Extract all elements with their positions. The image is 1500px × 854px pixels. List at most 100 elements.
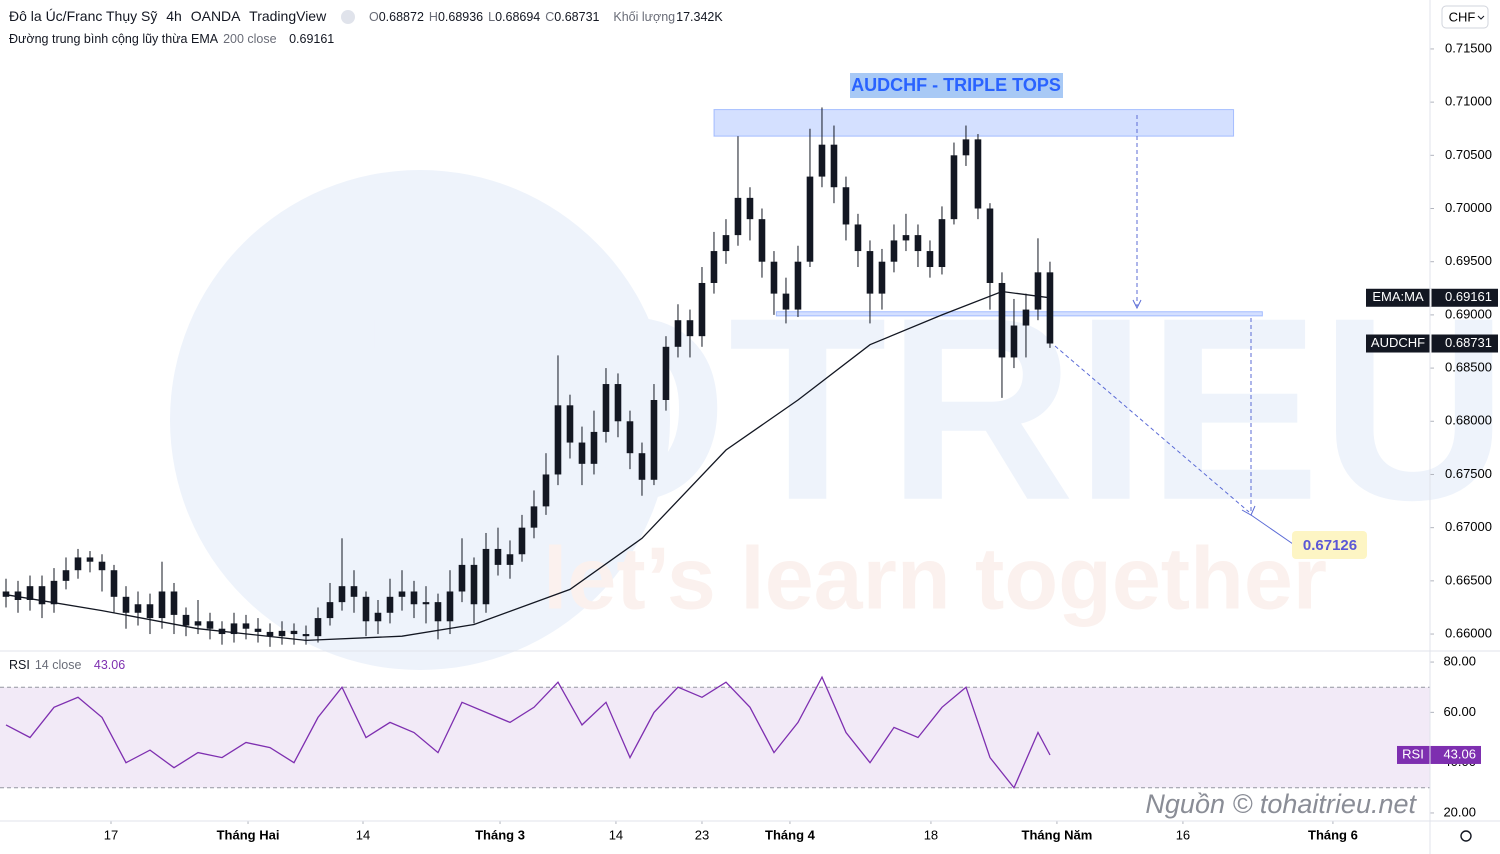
candle-body [266, 631, 274, 637]
candle-body [590, 431, 598, 464]
candle-body [566, 405, 574, 443]
rsi-line [5, 675, 1051, 790]
candle-body [122, 596, 130, 613]
candle-body [734, 197, 742, 236]
ema-line [5, 290, 1051, 642]
candle-body [458, 564, 466, 592]
candle-body [578, 442, 586, 464]
rsi-name: RSI [9, 658, 30, 672]
target-leader [1250, 514, 1294, 545]
ema-value: 0.69161 [289, 32, 335, 46]
ohlc-value: 0.68872 [378, 10, 424, 24]
ohlc-key: O [368, 10, 379, 24]
source-credit: Nguồn © tohaitrieu.net [1145, 789, 1417, 819]
y-tick-label: 0.69500 [1445, 253, 1492, 268]
candle-body [554, 405, 562, 475]
currency-caret[interactable] [1477, 15, 1485, 20]
candle-body [614, 384, 622, 422]
candle-body [902, 235, 910, 241]
candle-body [878, 261, 886, 294]
candle-body [134, 604, 142, 613]
candle-body [926, 251, 934, 268]
symbol-header: Đô la Úc/Franc Thụy Sỹ 4h OANDA TradingV… [9, 8, 728, 25]
candle-body [446, 591, 454, 622]
volume: 17.342K [676, 10, 723, 24]
candle-body [794, 261, 802, 310]
candle-body [650, 400, 658, 480]
chart-title: AUDCHF - TRIPLE TOPS [851, 75, 1061, 95]
y-tick-label: 0.69000 [1445, 306, 1492, 321]
x-tick-label: Tháng 3 [475, 827, 525, 842]
candle-body [830, 144, 838, 188]
ema-tag-name: EMA:MA [1372, 289, 1424, 304]
candle-body [866, 251, 874, 294]
target-path [1054, 345, 1250, 513]
candle-body [410, 591, 418, 605]
candle-body [770, 261, 778, 294]
candle-body [530, 506, 538, 528]
candle-body [950, 155, 958, 220]
candle-body [158, 591, 166, 619]
candle-body [470, 564, 478, 605]
candle-body [302, 634, 310, 637]
ohlc-key: L [488, 10, 496, 24]
candle-body [986, 208, 994, 283]
candle-body [854, 224, 862, 252]
candle-body [806, 176, 814, 262]
ema-name: Đường trung bình cộng lũy thừa EMA [9, 32, 219, 46]
candle-body [710, 251, 718, 283]
candle-body [914, 235, 922, 252]
candle-body [38, 586, 46, 605]
x-tick-label: 14 [356, 827, 370, 842]
rsi-tag-value: 43.06 [1443, 746, 1476, 761]
settings-icon[interactable] [1460, 830, 1472, 842]
candle-body [170, 591, 178, 615]
arrow-head [1132, 299, 1142, 310]
candle-body [602, 384, 610, 432]
candle-body [1022, 309, 1030, 326]
candle-body [98, 561, 106, 571]
y-tick-label: 0.67500 [1445, 466, 1492, 481]
price-zone [775, 311, 1263, 317]
ema-tag [1366, 288, 1498, 307]
rsi-tag [1397, 745, 1481, 764]
target-box [1292, 531, 1367, 559]
candle-body [194, 621, 202, 626]
volume-label: Khối lượng [613, 10, 676, 24]
candle-body [626, 421, 634, 454]
candle-body [278, 630, 286, 637]
candle-body [290, 630, 298, 635]
rsi-value: 43.06 [93, 658, 126, 672]
y-tick-label: 0.67000 [1445, 519, 1492, 534]
candle-body [86, 557, 94, 562]
ema-legend: Đường trung bình cộng lũy thừa EMA 200 cl… [9, 32, 339, 46]
y-tick-label: 0.68500 [1445, 360, 1492, 375]
x-tick-label: Tháng Hai [217, 827, 280, 842]
candle-body [698, 282, 706, 337]
watermark-slogan: let’s learn together [543, 528, 1327, 627]
candle-body [398, 591, 406, 597]
y-tick-label: 0.70000 [1445, 200, 1492, 215]
x-tick-label: Tháng 6 [1308, 827, 1358, 842]
y-tick-label: 0.66000 [1445, 625, 1492, 640]
candle-body [50, 580, 58, 605]
last-tag-name: AUDCHF [1371, 335, 1425, 350]
ema-tag-value: 0.69161 [1445, 289, 1492, 304]
x-tick-label: 23 [695, 827, 709, 842]
watermark-brand: TOTRIEU [372, 265, 1500, 555]
last-tag-value: 0.68731 [1445, 335, 1492, 350]
candle-body [74, 557, 82, 571]
rsi-y-tick-label: 20.00 [1443, 804, 1476, 819]
currency-button[interactable] [1441, 5, 1489, 29]
y-tick-label: 0.68000 [1445, 413, 1492, 428]
candle-body [350, 586, 358, 597]
currency-label[interactable]: CHF [1449, 9, 1476, 24]
x-tick-label: Tháng 4 [765, 827, 816, 842]
collapse-button[interactable] [341, 10, 356, 25]
rsi-y-tick-label: 60.00 [1443, 704, 1476, 719]
x-tick-label: Tháng Năm [1022, 827, 1093, 842]
rsi-band [0, 687, 1430, 788]
ohlc: O0.68872 H0.68936 L0.68694 C0.68731 [369, 10, 605, 24]
